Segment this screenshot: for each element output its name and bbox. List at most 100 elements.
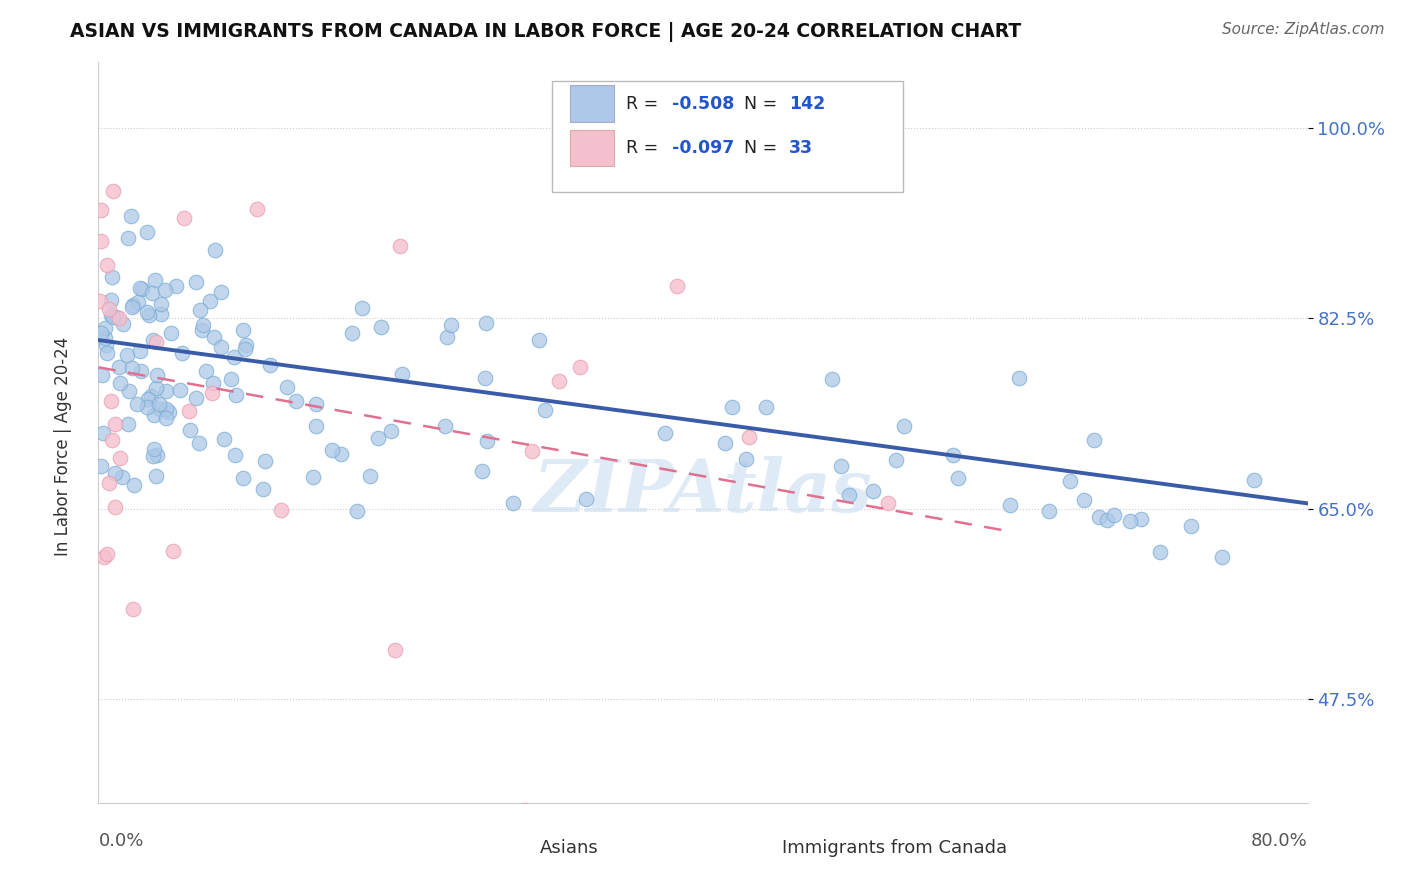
- Point: [222, 351, 245, 365]
- Point: [200, 293, 222, 308]
- Point: [100, 293, 122, 307]
- Text: Source: ZipAtlas.com: Source: ZipAtlas.com: [1222, 22, 1385, 37]
- Point: [838, 488, 860, 502]
- Point: [117, 417, 139, 432]
- Text: N =: N =: [744, 139, 783, 157]
- Point: [342, 326, 364, 340]
- Point: [440, 318, 463, 332]
- Text: 142: 142: [789, 95, 825, 113]
- Point: [391, 367, 413, 381]
- Point: [108, 451, 131, 466]
- Point: [830, 459, 852, 474]
- Point: [129, 281, 152, 295]
- Point: [1083, 433, 1105, 447]
- Point: [100, 393, 122, 408]
- Point: [139, 389, 162, 403]
- Point: [1130, 512, 1153, 526]
- Point: [111, 317, 134, 331]
- Point: [1243, 474, 1265, 488]
- Point: [998, 498, 1021, 512]
- Point: [195, 364, 218, 378]
- Point: [474, 371, 496, 385]
- Point: [93, 425, 115, 440]
- Point: [150, 307, 173, 321]
- Text: ZIPAtlas: ZIPAtlas: [534, 457, 872, 527]
- Point: [148, 397, 170, 411]
- Point: [214, 432, 236, 446]
- Point: [90, 326, 112, 341]
- Point: [204, 243, 226, 257]
- Point: [1102, 508, 1125, 522]
- Point: [575, 492, 598, 507]
- Point: [259, 358, 281, 372]
- Text: 0.0%: 0.0%: [98, 832, 143, 850]
- Point: [89, 294, 111, 309]
- Point: [1059, 474, 1081, 488]
- Point: [1007, 370, 1029, 384]
- Point: [122, 478, 145, 492]
- Point: [155, 384, 177, 398]
- Point: [135, 225, 157, 239]
- Point: [285, 393, 308, 408]
- Point: [90, 458, 112, 473]
- Point: [121, 360, 143, 375]
- Text: R =: R =: [626, 139, 664, 157]
- Point: [146, 448, 169, 462]
- Point: [96, 258, 118, 272]
- Point: [111, 470, 134, 484]
- Point: [388, 238, 411, 252]
- Point: [367, 431, 389, 445]
- Text: N =: N =: [744, 95, 783, 113]
- Point: [187, 435, 209, 450]
- Point: [233, 342, 256, 356]
- Point: [165, 279, 187, 293]
- Point: [942, 448, 965, 462]
- Point: [155, 402, 177, 417]
- Point: [136, 400, 159, 414]
- Point: [169, 383, 191, 397]
- Point: [1095, 513, 1118, 527]
- Point: [384, 643, 406, 657]
- Point: [145, 381, 167, 395]
- Point: [108, 359, 131, 374]
- Point: [305, 419, 328, 434]
- Point: [142, 334, 165, 348]
- Point: [305, 397, 328, 411]
- Point: [131, 282, 153, 296]
- Point: [877, 496, 900, 510]
- Point: [1211, 550, 1233, 565]
- Point: [475, 434, 498, 449]
- Point: [121, 301, 143, 315]
- Point: [224, 448, 246, 462]
- Point: [1149, 545, 1171, 559]
- Point: [569, 360, 592, 375]
- FancyBboxPatch shape: [737, 835, 776, 863]
- Point: [209, 285, 232, 300]
- Point: [146, 368, 169, 383]
- Point: [136, 304, 159, 318]
- FancyBboxPatch shape: [551, 81, 903, 192]
- Point: [184, 392, 207, 406]
- Text: 33: 33: [789, 139, 813, 157]
- Point: [149, 402, 172, 417]
- Point: [232, 471, 254, 485]
- FancyBboxPatch shape: [569, 130, 613, 166]
- Point: [666, 278, 689, 293]
- Point: [184, 275, 207, 289]
- Point: [350, 301, 373, 315]
- Point: [90, 202, 112, 217]
- Point: [188, 303, 211, 318]
- Point: [893, 419, 915, 434]
- Point: [162, 544, 184, 558]
- Point: [948, 471, 970, 485]
- Point: [471, 464, 494, 478]
- Point: [548, 374, 571, 388]
- Point: [533, 403, 555, 417]
- Point: [219, 372, 242, 386]
- Text: -0.097: -0.097: [672, 139, 734, 157]
- Point: [654, 425, 676, 440]
- Point: [302, 470, 325, 484]
- Point: [755, 400, 778, 414]
- Point: [886, 453, 908, 467]
- Point: [91, 368, 114, 383]
